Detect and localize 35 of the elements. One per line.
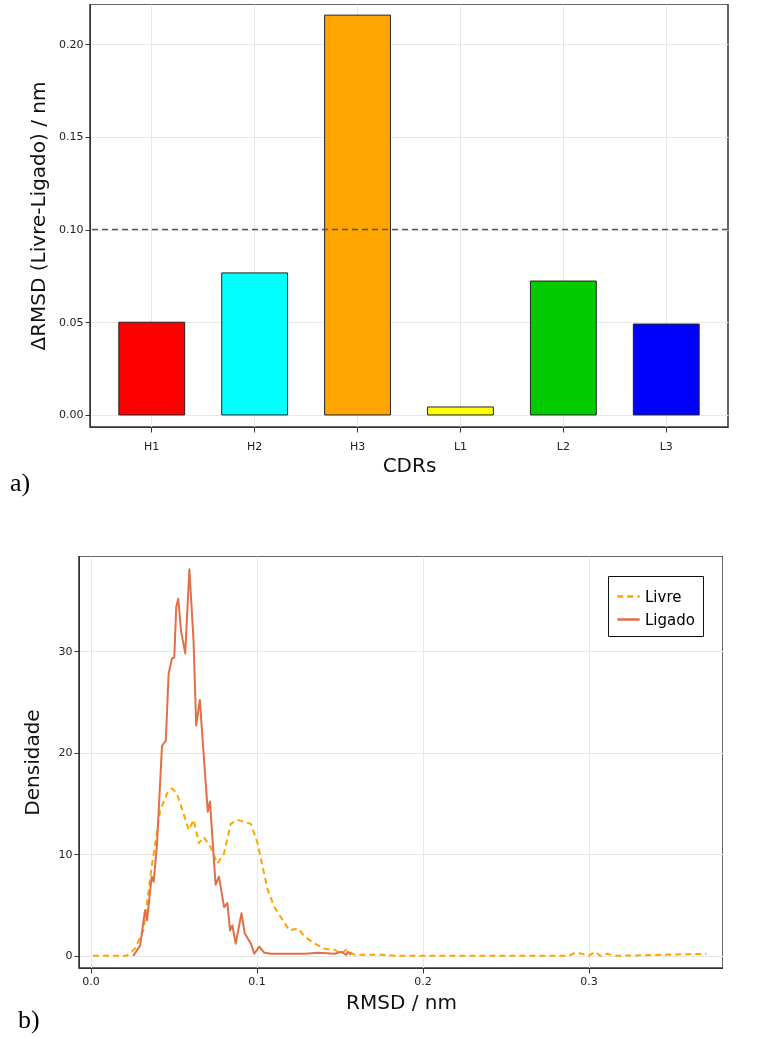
legend-label: Ligado — [645, 610, 695, 629]
y-tick-label: 30 — [58, 644, 73, 658]
bar — [632, 323, 700, 416]
bar — [118, 321, 186, 416]
bar — [221, 272, 289, 416]
y-tick-label: 0.05 — [59, 315, 84, 329]
y-tick-label: 0.10 — [59, 223, 84, 236]
y-tick-label: 0.20 — [59, 37, 84, 51]
text: b) — [18, 1005, 40, 1035]
x-tick-label: H2 — [247, 439, 263, 453]
x-tick-label: 0.2 — [414, 974, 432, 988]
y-axis-title: ΔRMSD (Livre-Ligado) / nm — [26, 81, 51, 351]
x-tick-label: 0.1 — [248, 974, 266, 988]
x-tick-label: L2 — [556, 439, 570, 453]
x-tick-label: H3 — [349, 439, 366, 453]
x-tick-label: H1 — [144, 439, 160, 453]
x-tick-label: 0.0 — [82, 974, 100, 988]
line-series — [91, 787, 708, 957]
y-axis-title: Densidade — [19, 709, 44, 816]
y-tick-label: 10 — [58, 847, 73, 861]
y-tick-label: 0.00 — [59, 408, 84, 422]
bar — [324, 14, 391, 416]
y-tick-label: 0 — [65, 949, 73, 963]
x-tick-label: 0.3 — [580, 974, 598, 988]
line-series — [132, 568, 353, 957]
x-tick-label: L3 — [659, 439, 673, 453]
bar — [529, 280, 597, 416]
y-tick-label: 20 — [58, 746, 73, 760]
x-axis-title: RMSD / nm — [346, 989, 457, 1014]
x-tick-label: L1 — [453, 439, 468, 453]
text: a) — [10, 468, 31, 498]
y-tick-label: 0.15 — [59, 130, 84, 144]
bar — [427, 406, 494, 416]
x-axis-title: CDRs — [382, 452, 437, 477]
legend-label: Livre — [645, 587, 682, 606]
